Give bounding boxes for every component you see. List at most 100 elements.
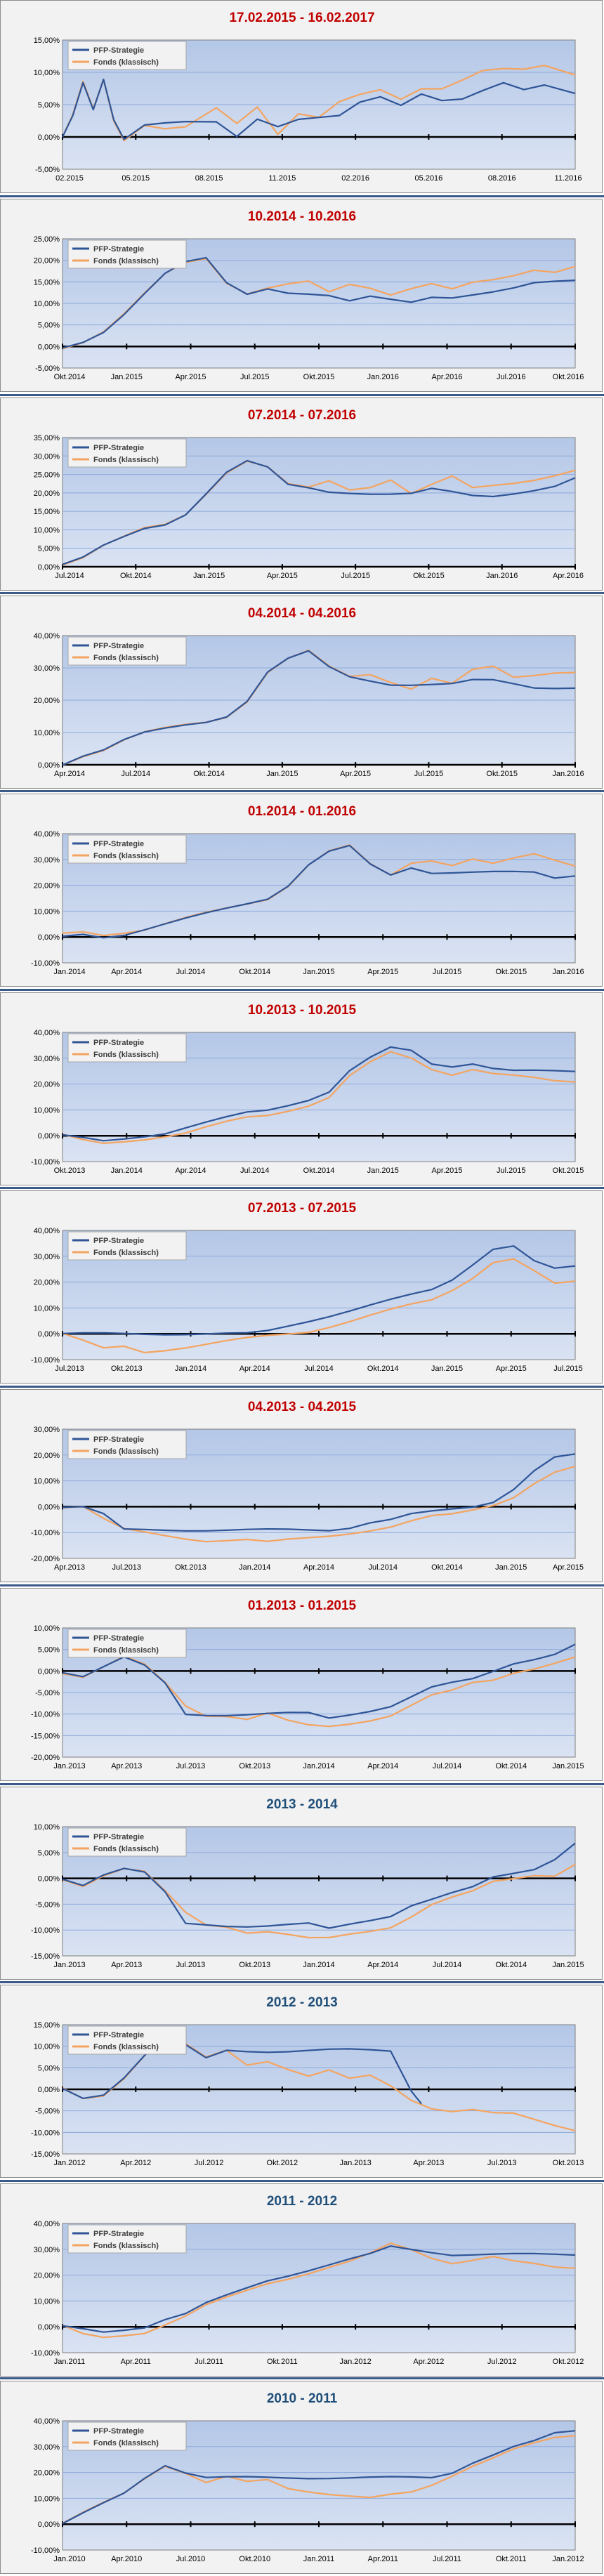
y-tick-label: -10,00% (31, 2547, 60, 2555)
chart-svg: 07.2013 - 07.2015 40,00% 30,00% 20,00% 10,00… (31, 1201, 583, 1373)
x-tick-label: Okt.2012 (267, 2159, 298, 2167)
x-tick-label: Okt.2013 (175, 1563, 206, 1572)
legend-box (67, 41, 187, 70)
x-tick-label: Jan.2015 (111, 373, 143, 381)
x-tick-label: Okt.2013 (553, 2159, 584, 2167)
y-tick-label: -10,00% (31, 1158, 60, 1167)
x-tick-label: 02.2016 (341, 174, 369, 183)
panel-separator (0, 790, 604, 792)
panel-separator (0, 592, 604, 594)
x-tick-label: Apr.2016 (431, 373, 462, 381)
y-tick-label: 40,00% (34, 632, 60, 640)
chart-panel: 01.2014 - 01.2016 40,00% 30,00% 20,00% 10,00… (0, 794, 603, 987)
y-tick-label: 10,00% (34, 69, 60, 77)
y-tick-label: -5,00% (35, 166, 60, 174)
x-tick-label: Jul.2010 (176, 2555, 206, 2563)
x-tick-label: Okt.2014 (54, 373, 86, 381)
y-tick-label: -5,00% (35, 1689, 60, 1697)
x-tick-label: Apr.2015 (553, 1563, 584, 1572)
x-tick-label: Jan.2016 (552, 968, 584, 976)
y-tick-label: 5,00% (38, 1849, 60, 1858)
y-tick-label: 0,00% (38, 2521, 60, 2529)
chart-title: 07.2014 - 07.2016 (248, 408, 356, 423)
y-tick-label: 0,00% (38, 1330, 60, 1339)
y-tick-label: 20,00% (34, 2469, 60, 2478)
panel-separator (0, 1386, 604, 1388)
y-tick-label: 30,00% (34, 2246, 60, 2254)
panel-separator (0, 1981, 604, 1983)
y-tick-label: 10,00% (34, 2495, 60, 2503)
x-tick-label: Jan.2015 (266, 770, 298, 778)
x-tick-label: Jul.2013 (176, 1762, 206, 1770)
x-tick-label: Apr.2013 (54, 1563, 85, 1572)
chart-svg: 2011 - 2012 40,00% 30,00% 20,00% 10,00% 0,00%… (31, 2194, 584, 2366)
chart-panel: 17.02.2015 - 16.02.2017 15,00% 10,00% 5,00%… (0, 0, 603, 193)
chart-svg: 10.2013 - 10.2015 40,00% 30,00% 20,00% 10,00… (31, 1003, 584, 1175)
panel-separator (0, 195, 604, 197)
series-line-pfp-strategie (62, 1245, 576, 1336)
y-tick-label: -20,00% (31, 1754, 60, 1762)
series-line-pfp-strategie (62, 1046, 576, 1142)
legend-label: Fonds (klassisch) (93, 654, 159, 662)
y-tick-label: 5,00% (38, 101, 60, 110)
legend-label: PFP-Strategie (93, 2427, 144, 2436)
x-tick-label: Jul.2013 (55, 1365, 84, 1373)
chart-svg: 01.2013 - 01.2015 10,00% 5,00% 0,00% -5,00% -… (31, 1598, 584, 1770)
chart-title: 17.02.2015 - 16.02.2017 (229, 11, 374, 25)
x-tick-label: 08.2015 (195, 174, 223, 183)
x-tick-label: Jan.2015 (431, 1365, 463, 1373)
legend-box (67, 239, 187, 269)
x-tick-label: Okt.2015 (553, 1167, 584, 1175)
x-tick-label: Apr.2015 (496, 1365, 527, 1373)
x-tick-label: Apr.2015 (175, 373, 206, 381)
x-tick-label: Jul.2015 (553, 1365, 583, 1373)
y-tick-label: 15,00% (34, 2021, 60, 2030)
legend-box (67, 438, 187, 468)
legend-label: PFP-Strategie (93, 1237, 144, 1245)
chart-title: 07.2013 - 07.2015 (248, 1201, 357, 1216)
y-tick-label: -10,00% (31, 1356, 60, 1365)
x-tick-label: Okt.2014 (495, 1762, 527, 1770)
chart-svg: 04.2013 - 04.2015 30,00% 20,00% 10,00% 0,00%… (31, 1400, 584, 1572)
y-tick-label: 0,00% (38, 1503, 60, 1511)
chart-title: 2012 - 2013 (266, 1995, 337, 2010)
series-line-fonds-klassisch (62, 1258, 576, 1354)
y-tick-label: 15,00% (34, 37, 60, 45)
series-line-pfp-strategie (62, 78, 576, 140)
y-tick-label: 10,00% (34, 2043, 60, 2051)
series-line-pfp-strategie (62, 2036, 422, 2105)
x-tick-label: Jan.2011 (54, 2358, 85, 2366)
series-line-pfp-strategie (62, 2245, 576, 2333)
x-tick-label: Apr.2014 (175, 1167, 206, 1175)
x-tick-label: 11.2016 (555, 174, 582, 183)
x-tick-label: Okt.2014 (303, 1167, 335, 1175)
chart-panel: 2011 - 2012 40,00% 30,00% 20,00% 10,00% 0,00%… (0, 2183, 603, 2377)
legend-label: Fonds (klassisch) (93, 257, 159, 265)
chart-svg: 2010 - 2011 40,00% 30,00% 20,00% 10,00% 0,00%… (31, 2391, 584, 2563)
x-tick-label: Okt.2013 (111, 1365, 143, 1373)
chart-title: 10.2014 - 10.2016 (248, 209, 356, 224)
x-tick-label: Jul.2013 (112, 1563, 141, 1572)
x-tick-label: Okt.2013 (54, 1167, 86, 1175)
legend-box (67, 1629, 187, 1658)
y-tick-label: -5,00% (35, 1900, 60, 1909)
x-tick-label: Okt.2013 (239, 1961, 270, 1969)
y-tick-label: 40,00% (34, 2417, 60, 2426)
y-tick-label: 15,00% (34, 278, 60, 287)
y-tick-label: 20,00% (34, 1279, 60, 1287)
series-line-fonds-klassisch (62, 2242, 576, 2339)
x-tick-label: Jul.2012 (487, 2358, 517, 2366)
x-tick-label: Apr.2013 (111, 1762, 142, 1770)
x-tick-label: Jan.2014 (303, 1961, 334, 1969)
x-tick-label: Jan.2014 (303, 1762, 334, 1770)
y-tick-label: -5,00% (35, 2108, 60, 2116)
x-tick-label: Jan.2015 (367, 1167, 399, 1175)
x-tick-label: Apr.2015 (267, 572, 298, 580)
x-tick-label: Okt.2010 (239, 2555, 270, 2563)
series-line-pfp-strategie (62, 1842, 576, 1929)
x-tick-label: Jan.2015 (552, 1762, 584, 1770)
legend-label: PFP-Strategie (93, 46, 144, 55)
y-tick-label: 10,00% (34, 526, 60, 534)
x-tick-label: Jan.2014 (175, 1365, 206, 1373)
legend-box (67, 2224, 187, 2254)
